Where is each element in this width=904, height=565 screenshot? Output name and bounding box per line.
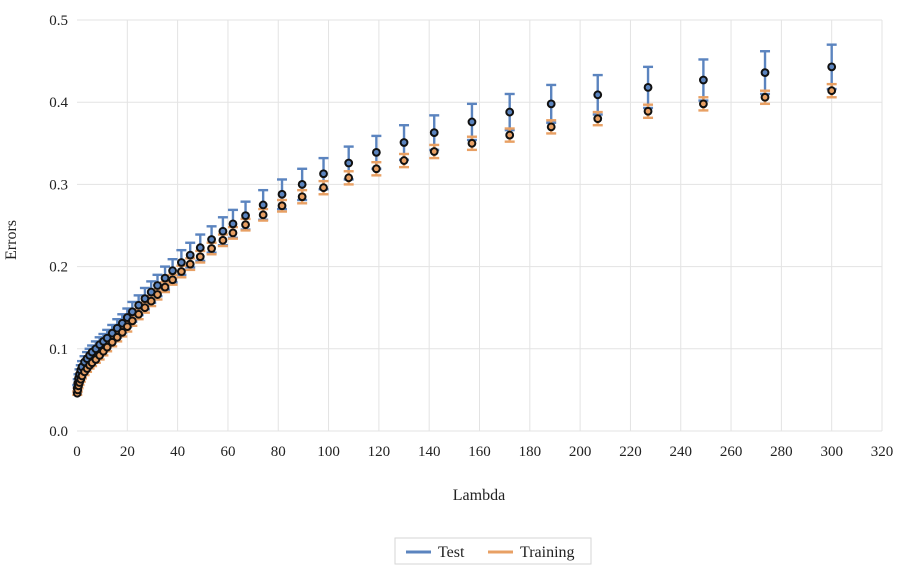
gridlines [77,19,883,432]
data-point [827,62,837,72]
data-point [185,259,195,269]
data-point [698,75,708,85]
data-point [207,235,216,244]
y-tick-labels: 0.0 0.1 0.2 0.3 0.4 0.5 [49,13,68,440]
data-point [218,235,228,245]
data-point [760,68,770,78]
data-point [297,180,307,189]
y-tick-label: 0.1 [49,342,68,358]
data-point [546,99,556,109]
data-point [593,114,603,124]
data-point [241,211,250,221]
data-point [258,200,268,210]
data-point [827,86,837,96]
data-point [207,244,216,253]
data-point [117,327,127,337]
data-point [319,183,328,193]
data-point [258,210,268,220]
data-point [195,252,205,262]
series-test [72,43,837,393]
data-point [241,220,250,230]
data-point [399,156,409,165]
data-point [505,130,515,140]
data-point [185,250,195,260]
data-point [698,99,708,109]
data-point [140,303,150,313]
data-point [371,164,381,174]
data-point [277,189,287,199]
data-point [399,138,409,147]
data-point [277,201,287,211]
data-point [122,322,132,332]
data-point [153,281,162,290]
y-tick-label: 0.0 [49,424,68,440]
data-point [297,192,307,202]
data-point [429,128,439,138]
x-tick-label: 260 [720,444,743,460]
y-tick-label: 0.2 [49,260,68,276]
data-point [505,107,515,117]
y-tick-label: 0.4 [49,95,68,111]
points-training [72,86,837,398]
data-point [195,243,205,253]
data-point [146,296,156,306]
data-point [344,158,354,168]
data-point [593,90,603,100]
x-tick-label: 40 [170,444,185,460]
x-tick-label: 80 [271,444,286,460]
data-point [102,342,112,352]
x-tick-label: 300 [820,444,843,460]
data-point [160,273,170,283]
data-point [546,122,556,132]
data-point [176,267,186,276]
x-tick-label: 100 [317,444,340,460]
data-point [319,169,328,179]
legend-test-label: Test [438,544,465,561]
x-tick-label: 280 [770,444,793,460]
x-tick-label: 60 [220,444,235,460]
series-training [72,82,837,397]
data-point [467,117,477,127]
legend-training-label: Training [520,544,575,561]
data-point [344,173,354,183]
x-tick-label: 180 [519,444,542,460]
data-point [107,337,117,347]
y-tick-label: 0.3 [49,177,68,193]
x-tick-label: 160 [468,444,491,460]
x-tick-label: 120 [368,444,391,460]
x-tick-label: 240 [670,444,693,460]
data-point [467,138,477,148]
data-point [643,106,653,116]
x-tick-label: 20 [120,444,135,460]
data-point [228,228,238,238]
y-axis-title: Errors [3,220,20,260]
x-tick-label: 220 [619,444,642,460]
y-tick-label: 0.5 [49,13,68,29]
x-tick-label: 320 [871,444,894,460]
x-axis-title: Lambda [453,487,505,504]
data-point [153,290,162,299]
data-point [228,219,238,229]
data-point [643,83,653,92]
data-point [160,282,170,292]
data-point [168,275,177,285]
legend: Test Training [394,537,592,565]
data-point [429,147,439,156]
data-point [176,258,186,267]
x-tick-label: 200 [569,444,592,460]
data-point [127,316,137,326]
data-point [168,266,177,276]
data-point [760,92,770,102]
data-point [371,147,381,157]
x-tick-labels: 0 20 40 60 80 100 120 140 160 180 200 220 240 260 280 3… [73,444,893,460]
x-tick-label: 0 [73,444,81,460]
data-series [72,43,837,398]
points-test [72,62,837,393]
data-point [112,332,122,342]
x-tick-label: 140 [418,444,441,460]
data-point [134,309,144,319]
data-point [218,226,228,236]
